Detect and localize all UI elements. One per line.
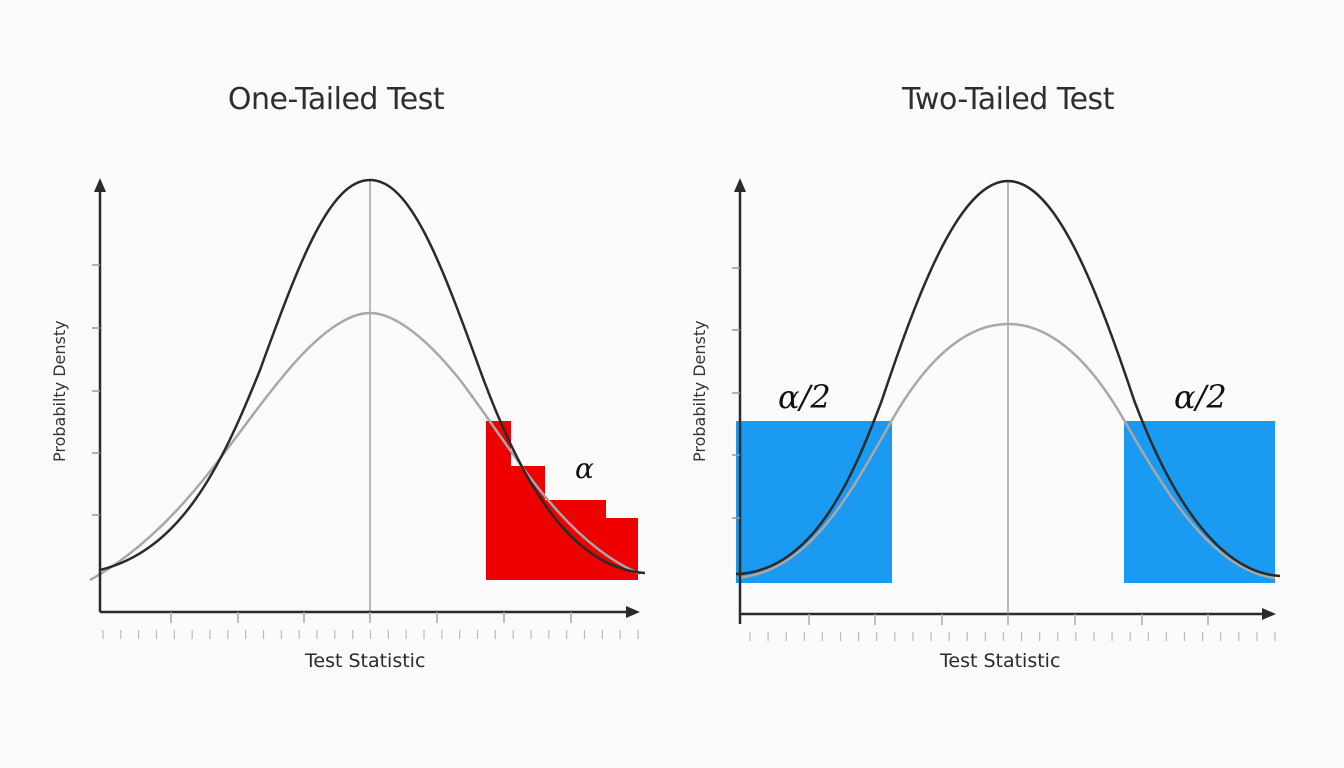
right-alpha-region bbox=[1124, 421, 1275, 583]
left-alpha-half-label: α/2 bbox=[778, 378, 831, 416]
alpha-label: α bbox=[575, 452, 594, 485]
one-tailed-panel: One-Tailed Test α Test Statistic Probab bbox=[50, 82, 646, 672]
one-tailed-title: One-Tailed Test bbox=[227, 82, 445, 117]
y-axis-label: Probabilty Densty bbox=[50, 320, 69, 462]
right-alpha-half-label: α/2 bbox=[1174, 378, 1227, 416]
two-tailed-title: Two-Tailed Test bbox=[902, 82, 1114, 117]
two-tailed-chart bbox=[732, 178, 1281, 641]
two-tailed-panel: Two-Tailed Test α/2 α/2 Test Statistic P… bbox=[672, 0, 1344, 768]
left-alpha-region bbox=[736, 421, 892, 583]
x-axis-label: Test Statistic bbox=[305, 650, 426, 672]
alpha-region bbox=[486, 421, 638, 580]
y-axis-label: Probabilty Densty bbox=[690, 320, 709, 462]
one-tailed-chart bbox=[89, 178, 646, 639]
x-axis-label: Test Statistic bbox=[940, 650, 1061, 672]
